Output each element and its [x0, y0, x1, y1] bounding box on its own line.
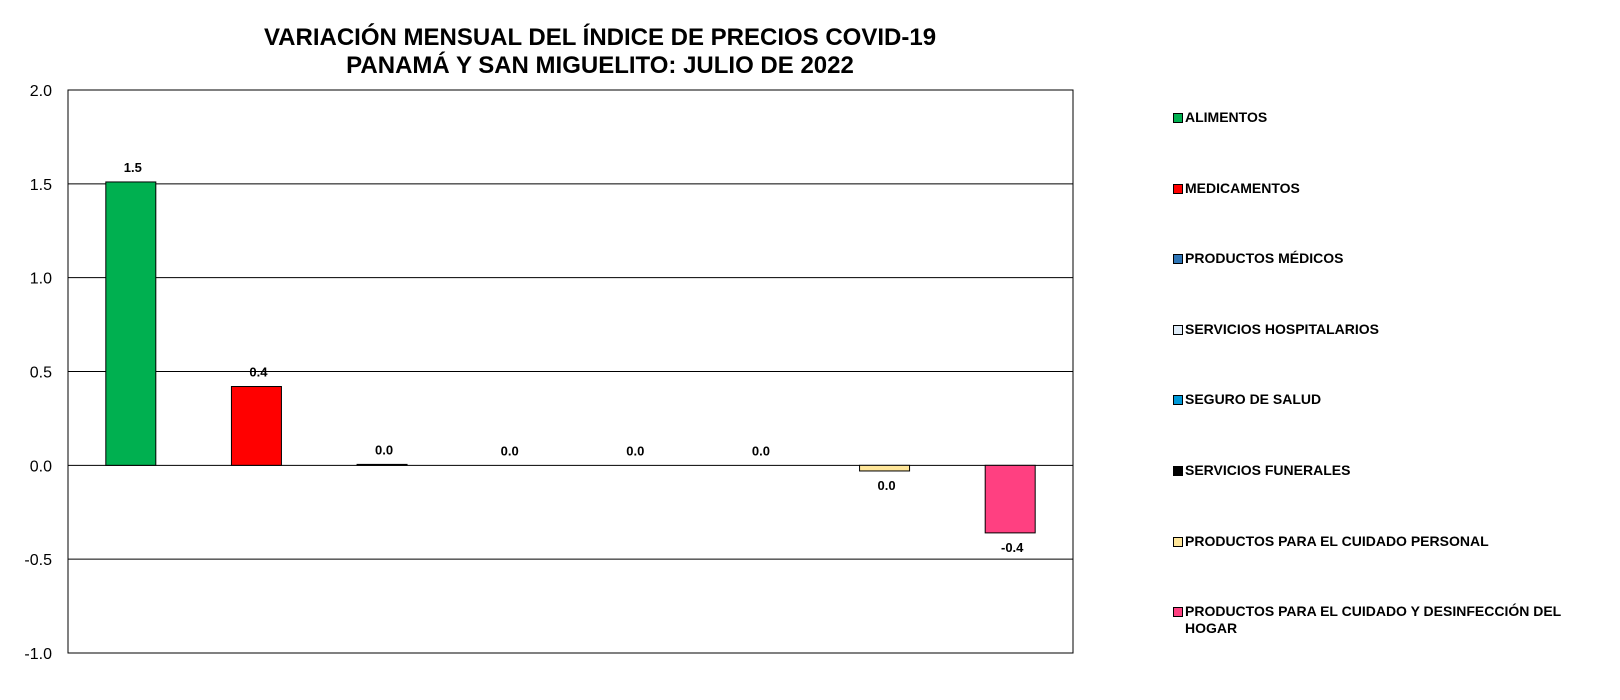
legend-swatch — [1173, 324, 1183, 335]
legend-label: PRODUCTOS MÉDICOS — [1185, 250, 1344, 267]
bar — [230, 386, 282, 466]
legend-item: MEDICAMENTOS — [1173, 180, 1595, 197]
bar — [356, 463, 408, 466]
bar-chart: 2.0 1.5 1.0 0.5 0.0 -0.5 -1.0 1.5 0.4 0.0 0.0 0.0 0.… — [24, 83, 1074, 663]
y-tick-label: -1.0 — [24, 646, 52, 663]
legend-item: PRODUCTOS PARA EL CUIDADO Y DESINFECCIÓN… — [1173, 603, 1595, 637]
chart-subtitle: PANAMÁ Y SAN MIGUELITO: JULIO DE 2022 — [346, 52, 854, 79]
legend-label: ALIMENTOS — [1185, 109, 1268, 125]
legend-swatch — [1173, 536, 1183, 547]
legend-item: SERVICIOS FUNERALES — [1173, 462, 1595, 479]
legend-swatch — [1173, 607, 1183, 618]
bar — [984, 464, 1036, 534]
bar — [859, 464, 911, 472]
legend-item: PRODUCTOS MÉDICOS — [1173, 250, 1595, 267]
legend-label: SEGURO DE SALUD — [1185, 391, 1322, 408]
data-label: 1.5 — [124, 160, 142, 175]
legend-swatch — [1173, 183, 1183, 194]
y-tick-label: 0.0 — [30, 458, 52, 475]
legend-item: SEGURO DE SALUD — [1173, 391, 1595, 408]
data-label: 0.4 — [249, 365, 268, 380]
y-tick-label: 1.5 — [30, 177, 52, 194]
legend-item: SERVICIOS HOSPITALARIOS — [1173, 321, 1595, 338]
legend-swatch — [1173, 113, 1183, 123]
data-label: 0.0 — [375, 442, 393, 457]
y-tick-label: -0.5 — [24, 552, 52, 569]
bar — [105, 181, 157, 466]
y-tick-label: 2.0 — [30, 83, 52, 100]
data-label: 0.0 — [501, 443, 519, 458]
legend-item: ALIMENTOS — [1173, 109, 1595, 126]
legend-swatch — [1173, 254, 1183, 265]
data-label: 0.0 — [626, 443, 644, 458]
legend-label: MEDICAMENTOS — [1185, 179, 1300, 196]
data-label: 0.0 — [878, 478, 896, 493]
legend-swatch — [1173, 395, 1183, 406]
data-label: -0.4 — [1001, 540, 1024, 555]
data-label: 0.0 — [752, 443, 770, 458]
y-tick-label: 1.0 — [30, 271, 52, 288]
legend-label: SERVICIOS FUNERALES — [1185, 462, 1351, 478]
legend-label: PRODUCTOS PARA EL CUIDADO Y DESINFECCIÓN… — [1185, 603, 1561, 637]
legend-item: PRODUCTOS PARA EL CUIDADO PERSONAL — [1173, 533, 1595, 550]
legend-swatch — [1173, 466, 1183, 476]
legend-label: PRODUCTOS PARA EL CUIDADO PERSONAL — [1185, 532, 1489, 549]
legend-label: SERVICIOS HOSPITALARIOS — [1185, 320, 1379, 337]
chart-title: VARIACIÓN MENSUAL DEL ÍNDICE DE PRECIOS … — [263, 24, 937, 51]
y-tick-label: 0.5 — [30, 365, 52, 382]
